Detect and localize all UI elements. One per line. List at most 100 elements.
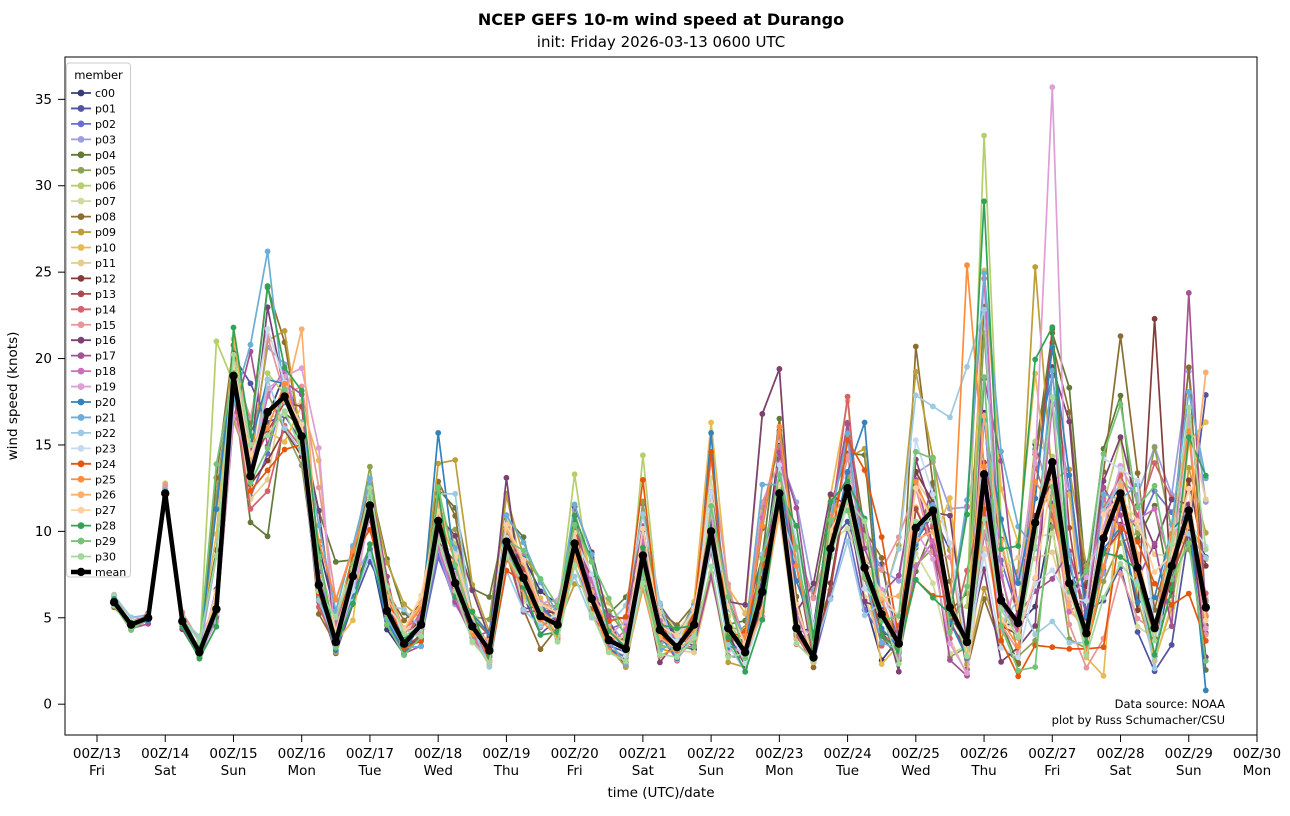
legend: member c00 p01 p02 p03 p04 p05 p06 p07 p08 p09 p10 p… (66, 62, 131, 579)
legend-entry-label: p19 (95, 381, 116, 394)
x-tick-label-00Z/15: 00Z/15 Sun (209, 746, 257, 779)
legend-marker-icon (77, 213, 85, 221)
x-tick-label-00Z/22: 00Z/22 Sun (687, 746, 735, 779)
x-tick-label-00Z/19: 00Z/19 Thu (482, 746, 530, 779)
credit-note: plot by Russ Schumacher/CSU (1052, 713, 1225, 727)
legend-entry-label: p12 (95, 272, 116, 285)
x-tick-label-00Z/27: 00Z/27 Fri (1028, 746, 1076, 779)
legend-entry-label: p14 (95, 303, 116, 316)
legend-entry-label: p04 (95, 149, 116, 162)
legend-marker-icon (77, 537, 85, 545)
legend-marker-icon (77, 228, 85, 236)
legend-marker-icon (76, 567, 86, 577)
legend-marker-icon (77, 321, 85, 329)
legend-entry-label: p02 (95, 118, 116, 131)
legend-marker-icon (77, 305, 85, 313)
legend-entry-p13: p13 (71, 288, 116, 301)
legend-entry-label: p08 (95, 211, 116, 224)
legend-entry-p01: p01 (71, 102, 116, 115)
legend-entry-p23: p23 (71, 442, 116, 455)
legend-marker-icon (77, 105, 85, 112)
axes-layer: 0 5 10 15 20 25 30 35 00Z/13 Fri 00Z/14 Sat 00Z/15 Su… (35, 92, 1281, 779)
legend-marker-icon (77, 553, 85, 560)
legend-marker-icon (77, 166, 85, 174)
legend-entry-label: p03 (95, 133, 116, 146)
legend-entry-label: p25 (95, 473, 116, 486)
legend-marker-icon (77, 182, 85, 190)
chart-title: NCEP GEFS 10-m wind speed at Durango (478, 10, 844, 29)
y-tick-label-5: 5 (43, 610, 52, 626)
chart-subtitle: init: Friday 2026-03-13 0600 UTC (537, 33, 785, 51)
data-source-note: Data source: NOAA (1115, 697, 1225, 711)
legend-entry-label: p26 (95, 489, 116, 502)
legend-entry-p10: p10 (71, 242, 116, 255)
y-tick-label-0: 0 (43, 697, 52, 713)
legend-marker-icon (77, 491, 85, 499)
legend-entry-label: p09 (95, 226, 116, 239)
series-layer (109, 84, 1211, 694)
legend-entry-label: p24 (95, 458, 116, 471)
x-tick-label-00Z/29: 00Z/29 Sun (1165, 746, 1213, 779)
legend-entry-label: p22 (95, 427, 116, 440)
legend-entry-label: mean (95, 566, 126, 579)
y-tick-label-25: 25 (35, 265, 52, 281)
axes-box (64, 56, 1258, 736)
legend-entry-label: p29 (95, 535, 116, 548)
legend-entry-p21: p21 (71, 411, 116, 424)
legend-entry-p22: p22 (71, 427, 116, 440)
x-tick-label-00Z/26: 00Z/26 Thu (960, 746, 1008, 779)
legend-entry-label: p23 (95, 442, 116, 455)
legend-marker-icon (77, 444, 85, 452)
legend-entry-p17: p17 (71, 350, 116, 363)
x-tick-label-00Z/14: 00Z/14 Sat (141, 746, 189, 779)
legend-marker-icon (77, 120, 85, 128)
y-axis-label: wind speed (knots) (5, 332, 21, 461)
legend-entry-label: c00 (95, 87, 115, 100)
legend-marker-icon (77, 352, 85, 360)
legend-entry-label: p27 (95, 504, 116, 517)
legend-entry-p08: p08 (71, 211, 116, 224)
legend-entry-p25: p25 (71, 473, 116, 486)
legend-entry-label: p06 (95, 180, 116, 193)
legend-entry-p28: p28 (71, 520, 116, 533)
legend-entry-label: p18 (95, 365, 116, 378)
legend-entry-p15: p15 (71, 319, 116, 332)
legend-marker-icon (77, 336, 85, 344)
legend-marker-icon (77, 135, 85, 143)
legend-entry-label: p05 (95, 164, 116, 177)
legend-entry-p02: p02 (71, 118, 116, 131)
legend-marker-icon (77, 275, 85, 282)
x-tick-label-00Z/18: 00Z/18 Wed (414, 746, 462, 779)
legend-entry-c00: c00 (71, 87, 115, 100)
legend-entry-p07: p07 (71, 195, 116, 208)
legend-entry-label: p30 (95, 551, 116, 564)
x-tick-label-00Z/25: 00Z/25 Wed (892, 746, 940, 779)
legend-entry-p18: p18 (71, 365, 116, 378)
legend-entry-label: p17 (95, 350, 116, 363)
legend-entry-label: p10 (95, 242, 116, 255)
legend-entry-p27: p27 (71, 504, 116, 517)
legend-marker-icon (77, 414, 85, 421)
x-tick-label-00Z/30: 00Z/30 Mon (1233, 746, 1281, 779)
legend-entry-label: p20 (95, 396, 116, 409)
y-tick-label-15: 15 (35, 437, 52, 453)
legend-entry-p30: p30 (71, 551, 116, 564)
y-tick-label-10: 10 (35, 524, 52, 540)
legend-entry-label: p11 (95, 257, 116, 270)
legend-title: member (74, 68, 123, 82)
legend-marker-icon (77, 244, 85, 251)
legend-marker-icon (77, 259, 85, 267)
legend-entry-label: p28 (95, 520, 116, 533)
legend-entry-label: p13 (95, 288, 116, 301)
x-tick-label-00Z/20: 00Z/20 Fri (551, 746, 599, 779)
y-tick-label-35: 35 (35, 92, 52, 108)
x-tick-label-00Z/24: 00Z/24 Tue (824, 746, 872, 779)
legend-entry-label: p16 (95, 334, 116, 347)
y-tick-label-30: 30 (35, 178, 52, 194)
legend-entry-p03: p03 (71, 133, 116, 146)
legend-entry-label: p07 (95, 195, 116, 208)
legend-entry-p05: p05 (71, 164, 116, 177)
legend-marker-icon (77, 506, 85, 514)
legend-entry-label: p15 (95, 319, 116, 332)
